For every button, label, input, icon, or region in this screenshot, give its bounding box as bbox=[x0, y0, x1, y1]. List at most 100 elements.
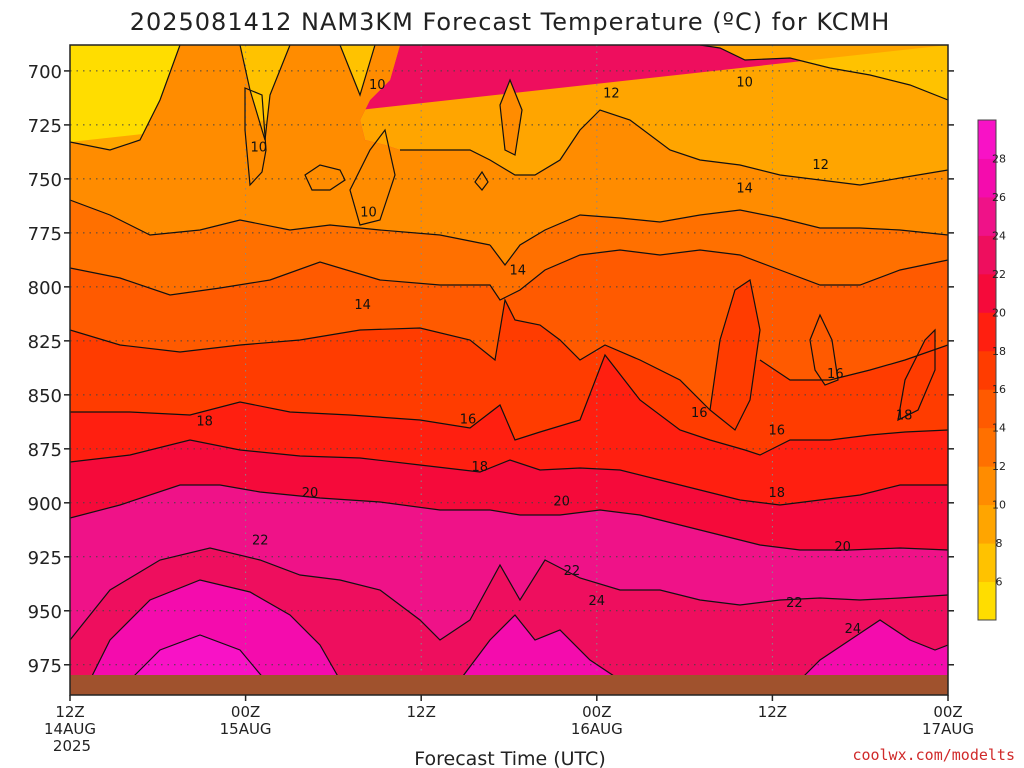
contour-line-10b bbox=[244, 87, 267, 187]
colorbar-tick-label: 14 bbox=[992, 422, 1006, 435]
colorbar-swatch bbox=[978, 120, 996, 159]
band-fill-26-28 bbox=[90, 580, 948, 680]
contour-line-22 bbox=[70, 484, 948, 551]
colorbar-swatch bbox=[978, 273, 996, 313]
credit-text: coolwx.com/modelts bbox=[852, 746, 1015, 764]
contour-line-20 bbox=[70, 439, 948, 506]
y-tick-label: 950 bbox=[28, 602, 62, 623]
x-axis-label: Forecast Time (UTC) bbox=[414, 748, 605, 768]
contour-line-12b bbox=[400, 109, 948, 186]
x-tick-label: 12Z bbox=[758, 703, 787, 721]
contour-label: 22 bbox=[786, 596, 803, 611]
y-tick-label: 825 bbox=[28, 332, 62, 353]
colorbar-tick-label: 28 bbox=[992, 152, 1006, 165]
colorbar-swatch bbox=[978, 543, 996, 583]
contour-line-16b bbox=[759, 344, 948, 381]
contour-label: 10 bbox=[736, 76, 753, 91]
contour-line-12d bbox=[474, 170, 489, 191]
contour-label: 24 bbox=[589, 594, 606, 609]
contour-line-10d bbox=[304, 164, 346, 191]
contour-line-18 bbox=[70, 353, 948, 456]
y-tick-label: 750 bbox=[28, 170, 62, 191]
x-tick-label: 14AUG bbox=[44, 720, 96, 738]
contour-label: 10 bbox=[360, 205, 377, 220]
band-patch-18a bbox=[710, 280, 760, 430]
band-fill-14-16 bbox=[70, 200, 948, 300]
band-fill-12-14 bbox=[70, 45, 948, 265]
contour-labels: 10 10 10 10 12 12 14 14 14 16 16 16 16 18 18 18 18 20 20 20… bbox=[196, 76, 912, 637]
y-tick-label: 925 bbox=[28, 548, 62, 569]
y-tick-label: 700 bbox=[28, 62, 62, 83]
band-patch-12 bbox=[500, 80, 522, 155]
contour-line-28 bbox=[129, 634, 266, 681]
colorbar-frame bbox=[977, 119, 997, 621]
band-fill-24-26 bbox=[70, 485, 948, 640]
x-tick-label: 16AUG bbox=[571, 720, 623, 738]
contour-line-14 bbox=[70, 249, 948, 301]
x-tick-label: 00Z bbox=[231, 703, 260, 721]
x-tick-label: 00Z bbox=[933, 703, 962, 721]
colorbar-tick-label: 10 bbox=[992, 499, 1006, 512]
colorbar-tick-label: 24 bbox=[992, 229, 1006, 242]
x-tick-label: 12Z bbox=[55, 703, 84, 721]
y-tick-label: 900 bbox=[28, 494, 62, 515]
contour-label: 12 bbox=[603, 87, 620, 102]
colorbar-swatch bbox=[978, 235, 996, 275]
colorbar-tick-label: 16 bbox=[992, 383, 1006, 396]
colorbar-tick-label: 8 bbox=[996, 537, 1003, 550]
colorbar-swatch bbox=[978, 466, 996, 506]
terrain-strip bbox=[70, 675, 948, 695]
contour-label: 18 bbox=[896, 408, 913, 423]
plot-area: 10 10 10 10 12 12 14 14 14 16 16 16 16 18 18 18 18 20 20 20… bbox=[70, 45, 948, 695]
contour-line-10c bbox=[349, 128, 396, 226]
contour-label: 16 bbox=[827, 367, 844, 382]
x-tick-label: 15AUG bbox=[220, 720, 272, 738]
contour-line-24 bbox=[70, 547, 948, 641]
contour-label: 18 bbox=[471, 460, 488, 475]
contour-label: 20 bbox=[553, 495, 570, 510]
y-tick-label: 975 bbox=[28, 656, 62, 677]
colorbar-swatch bbox=[978, 158, 996, 198]
band-fill-28-plus bbox=[130, 635, 265, 680]
colorbar-tick-label: 26 bbox=[992, 191, 1006, 204]
x-tick-label: 2025 bbox=[53, 737, 91, 755]
contour-label: 16 bbox=[769, 423, 786, 438]
contour-line-16c bbox=[809, 313, 839, 386]
band-fill-22-24 bbox=[70, 440, 948, 550]
colorbar-swatch bbox=[978, 504, 996, 544]
contour-line-18c bbox=[897, 328, 936, 422]
contour-label: 10 bbox=[369, 78, 386, 93]
contour-label: 12 bbox=[812, 158, 829, 173]
y-tick-label: 800 bbox=[28, 278, 62, 299]
y-tick-label: 850 bbox=[28, 386, 62, 407]
contour-label: 22 bbox=[252, 534, 269, 549]
contour-label: 14 bbox=[736, 182, 753, 197]
colorbar: 6 8 10 12 14 16 18 20 22 24 26 28 bbox=[977, 119, 1006, 621]
contour-line-16 bbox=[70, 298, 711, 411]
contour-label: 18 bbox=[769, 486, 786, 501]
colorbar-tick-label: 22 bbox=[992, 268, 1006, 281]
band-fill-20-22 bbox=[70, 355, 948, 505]
contour-label: 18 bbox=[196, 415, 213, 430]
x-tick-label: 12Z bbox=[407, 703, 436, 721]
y-tick-label: 775 bbox=[28, 224, 62, 245]
contour-label: 20 bbox=[302, 486, 319, 501]
time-gridlines bbox=[245, 45, 773, 695]
contour-label: 22 bbox=[564, 564, 581, 579]
colorbar-swatch bbox=[978, 312, 996, 352]
chart-title: 2025081412 NAM3KM Forecast Temperature (… bbox=[130, 8, 891, 36]
contour-label: 10 bbox=[250, 140, 267, 155]
plot-frame bbox=[69, 44, 949, 696]
colorbar-tick-label: 18 bbox=[992, 345, 1006, 358]
x-tick-label: 00Z bbox=[582, 703, 611, 721]
contour-label: 24 bbox=[845, 622, 862, 637]
contour-line-18b bbox=[709, 279, 761, 431]
colorbar-swatch bbox=[978, 427, 996, 467]
colorbar-tick-label: 12 bbox=[992, 460, 1006, 473]
contour-line-8 bbox=[70, 45, 181, 151]
y-tick-label: 875 bbox=[28, 440, 62, 461]
y-tick-label: 725 bbox=[28, 116, 62, 137]
colorbar-swatch bbox=[978, 581, 996, 621]
band-patch-16c bbox=[810, 315, 838, 385]
